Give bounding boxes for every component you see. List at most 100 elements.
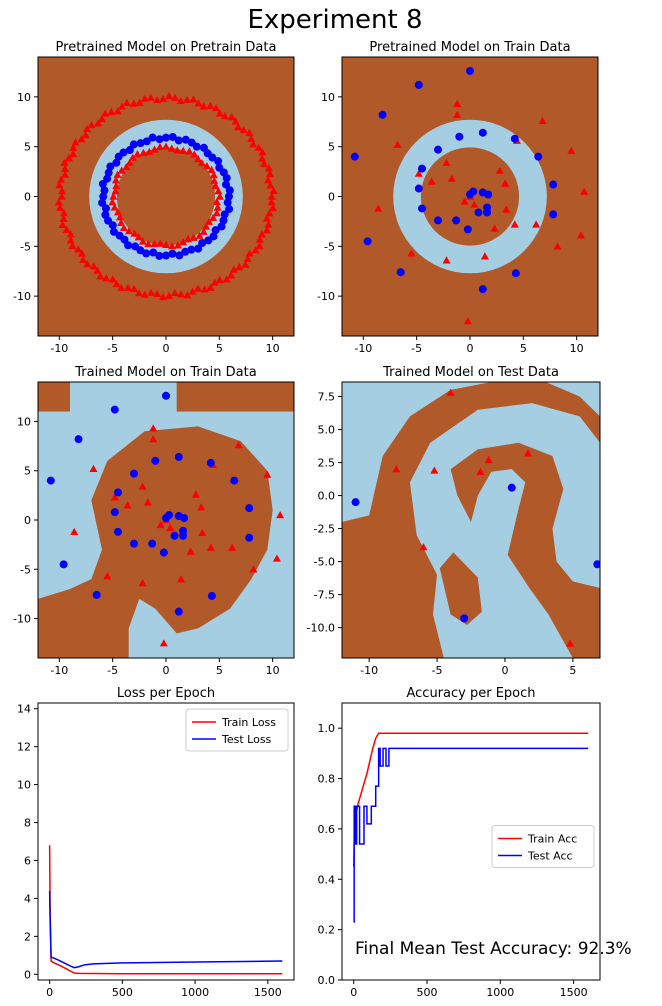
triangle-point bbox=[138, 482, 147, 490]
triangle-point bbox=[124, 227, 133, 235]
axes-frame bbox=[37, 702, 295, 981]
triangle-point bbox=[264, 220, 273, 228]
circle-point bbox=[549, 180, 558, 189]
triangle-point bbox=[234, 441, 243, 449]
triangle-point bbox=[566, 639, 575, 647]
circle-point bbox=[507, 483, 516, 492]
circle-point bbox=[207, 591, 216, 600]
circle-point bbox=[206, 458, 215, 467]
triangle-point bbox=[470, 200, 479, 208]
circle-point bbox=[106, 162, 115, 171]
legend: Train Acc Test Acc bbox=[491, 825, 595, 868]
region-class1 bbox=[107, 449, 248, 586]
circle-point bbox=[110, 508, 119, 517]
triangle-point bbox=[103, 572, 112, 580]
triangle-point bbox=[185, 147, 194, 155]
triangle-point bbox=[249, 140, 258, 148]
legend-label: Train Acc bbox=[527, 833, 577, 846]
triangle-point bbox=[74, 245, 83, 253]
region-class1 bbox=[439, 552, 482, 625]
circle-point bbox=[225, 186, 234, 195]
x-tick-label: 10 bbox=[266, 342, 280, 355]
axes-2: Trained Model on Train Data -10 -5 0 5 10 -10 -… bbox=[13, 365, 295, 677]
triangle-point bbox=[122, 98, 131, 107]
triangle-point bbox=[166, 523, 175, 532]
triangle-point bbox=[198, 528, 207, 537]
triangle-point bbox=[111, 176, 120, 184]
plot-area bbox=[38, 57, 294, 336]
triangle-point bbox=[129, 99, 138, 107]
triangle-point bbox=[191, 490, 200, 498]
triangle-point bbox=[150, 145, 159, 153]
circle-point bbox=[224, 192, 233, 201]
triangle-point bbox=[87, 120, 96, 129]
triangle-point bbox=[213, 203, 222, 211]
triangle-point bbox=[122, 162, 131, 171]
axes-5: Accuracy per Epoch 0 500 1000 1500 0.0 0.2 0.4 0… bbox=[318, 686, 601, 999]
axes-1: Pretrained Model on Train Data -10 -5 0 5 10 -… bbox=[317, 40, 599, 355]
triangle-point bbox=[447, 174, 456, 182]
triangle-point bbox=[71, 138, 80, 146]
circle-point bbox=[511, 269, 520, 278]
circle-point bbox=[209, 232, 218, 241]
triangle-point bbox=[190, 150, 199, 158]
triangle-point bbox=[171, 93, 180, 101]
circle-point bbox=[142, 137, 151, 146]
triangle-point bbox=[156, 142, 165, 151]
triangle-point bbox=[442, 256, 451, 264]
triangle-point bbox=[255, 235, 264, 243]
circle-point bbox=[114, 488, 122, 497]
circle-point bbox=[434, 216, 442, 225]
circle-point bbox=[120, 235, 129, 244]
circle-point bbox=[351, 498, 360, 507]
y-tick-label: 12 bbox=[17, 741, 31, 754]
plot-area bbox=[352, 732, 589, 923]
y-tick-label: -5 bbox=[324, 240, 335, 253]
triangle-point bbox=[183, 291, 192, 299]
circle-point bbox=[455, 132, 464, 141]
triangle-point bbox=[167, 242, 176, 250]
triangle-point bbox=[173, 146, 182, 154]
triangle-point bbox=[495, 166, 504, 174]
triangle-point bbox=[538, 116, 547, 124]
triangle-point bbox=[414, 169, 423, 177]
x-tick-label: -10 bbox=[360, 664, 378, 677]
circle-point bbox=[414, 184, 423, 193]
triangle-point bbox=[96, 272, 105, 280]
circle-point bbox=[170, 531, 179, 540]
triangle-point bbox=[510, 220, 519, 228]
x-tick-label: 1500 bbox=[254, 986, 282, 999]
x-tick-label: -5 bbox=[432, 664, 443, 677]
triangle-point bbox=[162, 240, 170, 248]
circle-point bbox=[108, 221, 117, 230]
chart-title: Trained Model on Test Data bbox=[382, 365, 559, 380]
legend: Train Loss Test Loss bbox=[185, 708, 289, 752]
triangle-point bbox=[524, 449, 533, 457]
triangle-point bbox=[202, 222, 211, 230]
triangle-point bbox=[147, 288, 156, 296]
triangle-point bbox=[93, 266, 102, 274]
triangle-point bbox=[66, 236, 75, 244]
triangle-point bbox=[407, 249, 416, 257]
triangle-point bbox=[189, 233, 198, 241]
y-tick-label: 10 bbox=[17, 779, 31, 792]
triangle-point bbox=[393, 140, 402, 148]
circle-point bbox=[225, 205, 234, 214]
x-tick-label: 5 bbox=[216, 664, 223, 677]
triangle-point bbox=[77, 135, 86, 143]
triangle-point bbox=[81, 130, 90, 139]
triangle-point bbox=[227, 271, 236, 279]
triangle-point bbox=[212, 209, 221, 217]
circle-point bbox=[148, 133, 157, 142]
triangle-point bbox=[60, 158, 69, 166]
circle-point bbox=[101, 204, 110, 213]
triangle-point bbox=[262, 226, 271, 234]
triangle-point bbox=[129, 284, 138, 292]
region-class1 bbox=[176, 382, 294, 412]
triangle-point bbox=[207, 165, 216, 173]
triangle-point bbox=[229, 265, 238, 273]
triangle-point bbox=[214, 186, 223, 195]
x-tick-label: 1000 bbox=[486, 986, 514, 999]
plot-area bbox=[342, 57, 598, 336]
y-tick-label: 14 bbox=[17, 703, 31, 716]
